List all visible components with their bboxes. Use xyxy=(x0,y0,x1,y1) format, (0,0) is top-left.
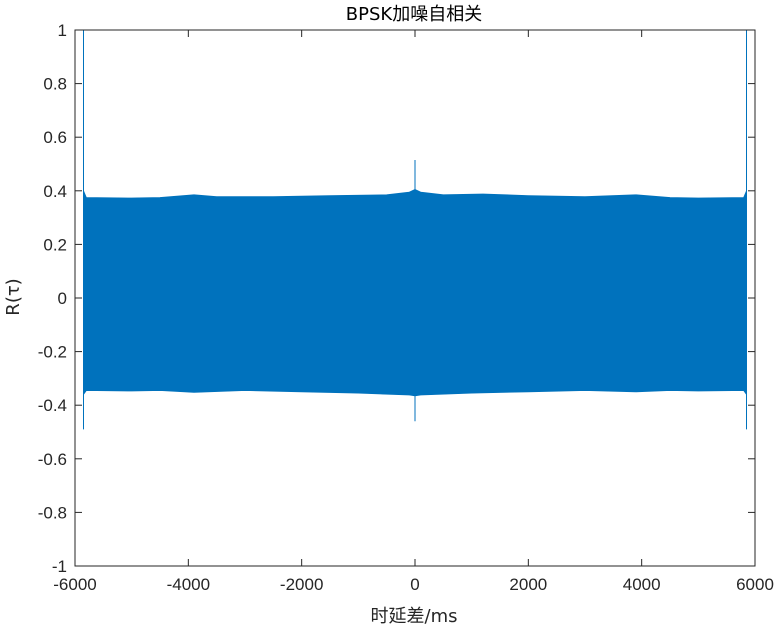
x-tick-label: -2000 xyxy=(280,575,323,594)
x-tick-label: 4000 xyxy=(623,575,661,594)
y-tick-label: 0.2 xyxy=(43,235,67,254)
y-tick-label: -0.6 xyxy=(38,450,67,469)
chart-title: BPSK加噪自相关 xyxy=(346,4,482,25)
x-axis: -6000 -4000 -2000 0 2000 4000 6000 xyxy=(53,30,774,594)
y-tick-label: -0.2 xyxy=(38,343,67,362)
y-tick-label: -1 xyxy=(52,557,67,576)
x-tick-label: 2000 xyxy=(509,575,547,594)
plot-area xyxy=(74,29,756,567)
x-tick-label: 0 xyxy=(410,575,419,594)
y-tick-label: 0.4 xyxy=(43,182,67,201)
x-tick-label: -6000 xyxy=(53,575,96,594)
y-tick-label: -0.8 xyxy=(38,503,67,522)
x-tick-label: 6000 xyxy=(736,575,774,594)
y-axis: -1 -0.8 -0.6 -0.4 -0.2 0 0.2 0.4 0.6 0.8 1 xyxy=(38,21,755,576)
y-tick-label: 1 xyxy=(58,21,67,40)
y-tick-label: 0.6 xyxy=(43,128,67,147)
y-axis-label: R(τ) xyxy=(3,278,24,315)
y-tick-label: 0 xyxy=(58,289,67,308)
x-tick-label: -4000 xyxy=(167,575,210,594)
y-tick-label: -0.4 xyxy=(38,396,67,415)
x-axis-label: 时延差/ms xyxy=(371,606,458,627)
y-tick-label: 0.8 xyxy=(43,75,67,94)
